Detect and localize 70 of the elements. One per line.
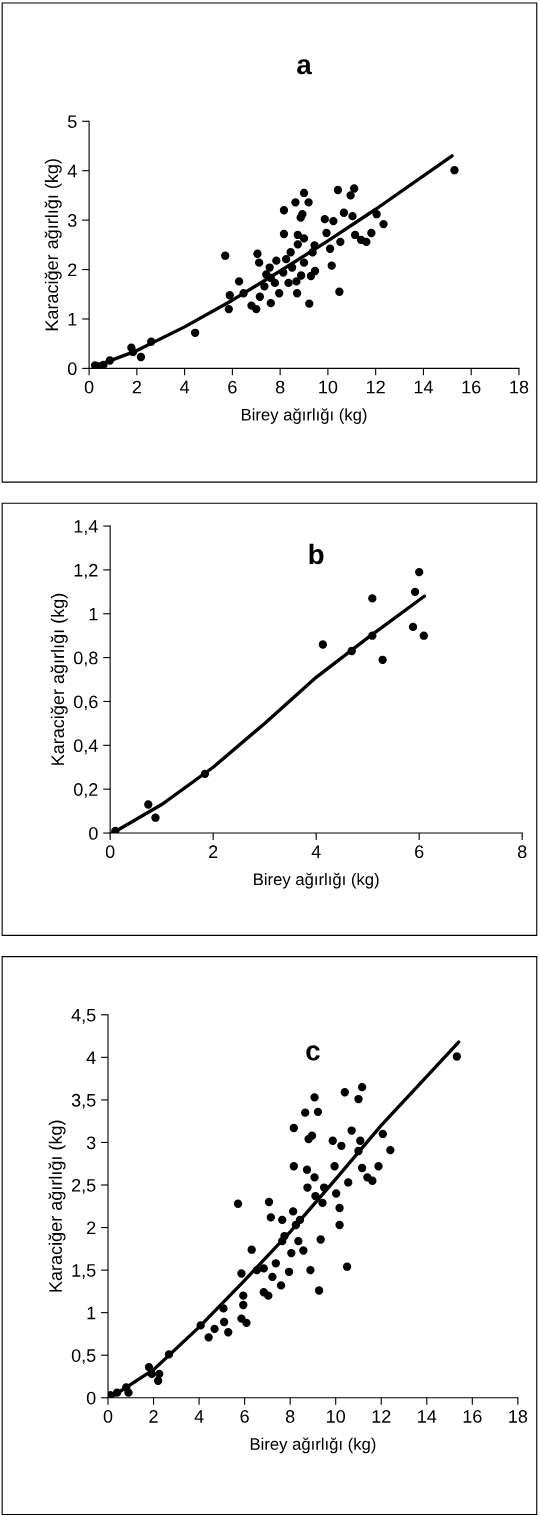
y-tick-label: 0	[89, 826, 98, 840]
y-tick-label: 0,6	[73, 695, 98, 711]
y-tick-label: 1,5	[72, 1264, 96, 1279]
x-tick-label: 18	[509, 1410, 528, 1423]
point	[151, 813, 160, 822]
y-tick-label: 1	[87, 1306, 96, 1320]
x-tick-label: 8	[285, 1410, 295, 1423]
y-tick-label: 2	[68, 263, 77, 277]
y-tick-label: 0,2	[73, 783, 98, 799]
point	[318, 640, 328, 649]
y-tick-label: 4,5	[71, 1008, 96, 1024]
y-tick-label: 2,5	[72, 1178, 96, 1194]
y-tick-label: 3	[86, 1136, 96, 1150]
x-tick-label: 0	[105, 845, 115, 859]
point	[200, 769, 210, 778]
x-tick-label: 4	[180, 380, 190, 394]
x-tick-label: 8	[275, 380, 285, 394]
x-tick-label: 4	[311, 845, 321, 858]
y-tick-label: 0,5	[71, 1349, 96, 1365]
x-tick-label: 6	[228, 380, 237, 394]
x-tick-label: 18	[510, 380, 529, 394]
y-tick-label: 1	[89, 607, 98, 621]
y-tick-label: 4	[86, 1051, 96, 1064]
y-tick-label: 0,8	[73, 651, 98, 667]
y-tick-label: 3	[67, 214, 77, 227]
point	[347, 646, 356, 656]
y-axis-title: Karaciğer ağırlığı (kg)	[44, 159, 62, 331]
point	[408, 622, 418, 632]
y-tick-label: 0	[86, 1391, 96, 1405]
x-tick-label: 16	[462, 380, 481, 394]
point	[410, 587, 420, 596]
point	[368, 594, 377, 603]
y-tick-label: 1	[68, 313, 77, 326]
point	[111, 826, 120, 834]
x-tick-label: 2	[132, 380, 141, 394]
x-axis-title: Birey ağırlığı (kg)	[250, 1437, 376, 1454]
x-tick-label: 2	[149, 1410, 158, 1423]
x-tick-label: 2	[209, 845, 218, 858]
y-tick-label: 1,2	[74, 563, 98, 579]
y-axis-title: Karaciğer ağırlığı (kg)	[48, 1120, 66, 1292]
x-tick-label: 12	[367, 380, 385, 394]
y-tick-label: 4	[67, 164, 77, 178]
point	[419, 631, 428, 640]
text: b	[309, 543, 324, 565]
x-axis-title: Birey ağırlığı (kg)	[241, 408, 367, 424]
x-tick-label: 6	[415, 845, 424, 859]
point	[368, 631, 377, 640]
point	[415, 567, 424, 577]
text: c	[306, 1045, 320, 1061]
y-tick-label: 5	[67, 115, 77, 128]
x-tick-label: 8	[517, 845, 527, 859]
y-tick-label: 0,4	[73, 739, 98, 755]
x-tick-label: 10	[319, 380, 338, 394]
x-tick-label: 4	[194, 1410, 204, 1423]
x-tick-label: 16	[463, 1410, 482, 1423]
x-tick-label: 6	[240, 1410, 249, 1423]
y-axis-title: Karaciğer ağırlığı (kg)	[50, 593, 68, 765]
x-axis-title: Birey ağırlığı (kg)	[254, 872, 379, 889]
x-tick-label: 12	[372, 1410, 391, 1423]
chart-title: a	[297, 59, 312, 75]
point	[378, 655, 387, 664]
x-tick-label: 0	[103, 1410, 113, 1423]
x-tick-label: 14	[414, 380, 433, 394]
y-tick-label: 1,4	[74, 520, 98, 535]
y-tick-label: 0	[67, 362, 77, 376]
x-tick-label: 14	[418, 1410, 437, 1423]
point	[144, 800, 153, 809]
y-tick-label: 2	[87, 1221, 96, 1235]
y-tick-label: 3,5	[71, 1093, 96, 1109]
x-tick-label: 10	[327, 1410, 346, 1423]
